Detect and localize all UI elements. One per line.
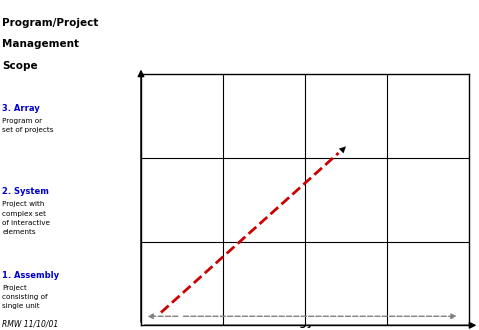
Text: single unit: single unit bbox=[2, 303, 40, 309]
Text: Multi-Systems Planning: Multi-Systems Planning bbox=[315, 100, 405, 109]
Text: Development & Testing: Development & Testing bbox=[315, 217, 404, 226]
Text: Risk & Opportunity: Risk & Opportunity bbox=[315, 264, 388, 273]
Text: Program or: Program or bbox=[2, 118, 43, 124]
Text: Late Design Freeze: Late Design Freeze bbox=[315, 233, 388, 242]
Text: Planning: Planning bbox=[154, 132, 188, 141]
Text: complex set: complex set bbox=[2, 211, 46, 216]
Text: Project with: Project with bbox=[2, 201, 45, 207]
Text: Program/Project: Program/Project bbox=[2, 18, 99, 28]
Text: set of projects: set of projects bbox=[2, 127, 54, 133]
Text: consisting of: consisting of bbox=[2, 294, 48, 300]
Text: Increasing:: Increasing: bbox=[154, 82, 211, 91]
Text: Technical Communication: Technical Communication bbox=[315, 248, 413, 257]
Text: of interactive: of interactive bbox=[2, 220, 50, 226]
Text: 3. Array: 3. Array bbox=[2, 104, 40, 113]
Text: 1. Assembly: 1. Assembly bbox=[2, 271, 59, 280]
Text: Systems Engineering: Systems Engineering bbox=[315, 116, 396, 125]
Text: Management: Management bbox=[2, 40, 80, 50]
Text: Bureaucracy: Bureaucracy bbox=[154, 179, 203, 188]
Text: elements: elements bbox=[2, 229, 36, 235]
Text: Increasing:: Increasing: bbox=[315, 167, 372, 176]
Text: Technological Uncertainty: Technological Uncertainty bbox=[250, 309, 361, 318]
Text: Systems Integration: Systems Integration bbox=[315, 132, 393, 141]
Text: High: High bbox=[434, 314, 456, 323]
Text: Documentation: Documentation bbox=[154, 163, 214, 172]
Text: RMW 11/10/01: RMW 11/10/01 bbox=[2, 319, 58, 328]
Text: Subcontracting: Subcontracting bbox=[154, 148, 213, 156]
Text: 2. System: 2. System bbox=[2, 187, 49, 196]
Text: Scope: Scope bbox=[2, 61, 38, 71]
Text: Risk Analysis & Management: Risk Analysis & Management bbox=[315, 179, 427, 188]
Text: Size: Size bbox=[154, 100, 170, 109]
Text: Scope Control: Scope Control bbox=[154, 116, 208, 125]
Text: Technical Skills: Technical Skills bbox=[315, 185, 373, 194]
Text: Technology Content: Technology Content bbox=[247, 318, 364, 328]
Text: Low: Low bbox=[145, 314, 163, 323]
Text: Design Cycles: Design Cycles bbox=[315, 163, 369, 172]
Text: Project: Project bbox=[2, 285, 27, 291]
Text: Increasing:: Increasing: bbox=[315, 82, 372, 91]
Text: Configuration Management: Configuration Management bbox=[315, 148, 421, 156]
Text: Flexibility: Flexibility bbox=[315, 201, 353, 210]
